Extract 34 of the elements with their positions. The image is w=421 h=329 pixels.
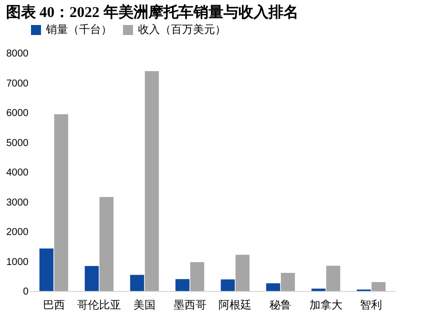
bar (236, 254, 250, 291)
bar (54, 114, 68, 291)
bar (326, 266, 340, 291)
bar (39, 248, 54, 291)
x-tick-label: 秘鲁 (270, 300, 292, 312)
bar (220, 279, 235, 291)
y-tick-label: 8000 (6, 48, 29, 60)
x-tick-label: 美国 (133, 298, 156, 312)
y-tick-label: 5000 (6, 138, 29, 149)
x-tick-label: 哥伦比亚 (77, 298, 122, 312)
bar (372, 282, 386, 291)
legend-label: 销量（千台） (45, 23, 112, 36)
y-tick-label: 4000 (6, 168, 29, 178)
y-tick-label: 2000 (6, 227, 29, 238)
bar (175, 279, 190, 291)
x-tick-label: 加拿大 (309, 298, 342, 312)
bar (144, 71, 159, 291)
bar (190, 262, 204, 291)
y-tick-label: 6000 (6, 108, 29, 119)
x-tick-label: 墨西哥 (173, 300, 206, 312)
y-tick-label: 1000 (6, 256, 29, 268)
chart-title: 图表 40：2022 年美洲摩托车销量与收入排名 (6, 3, 298, 21)
y-tick-label: 0 (22, 286, 29, 298)
x-tick-label: 巴西 (42, 300, 65, 312)
bar (100, 196, 114, 291)
y-tick-label: 7000 (6, 78, 29, 90)
x-tick-label: 智利 (360, 298, 382, 312)
x-tick-label: 阿根廷 (218, 300, 252, 312)
bar (266, 283, 280, 291)
legend-label: 收入（百万美元） (138, 23, 226, 36)
bar (130, 274, 144, 291)
bar (84, 266, 99, 291)
y-tick-label: 3000 (6, 197, 29, 208)
bar (280, 272, 295, 291)
